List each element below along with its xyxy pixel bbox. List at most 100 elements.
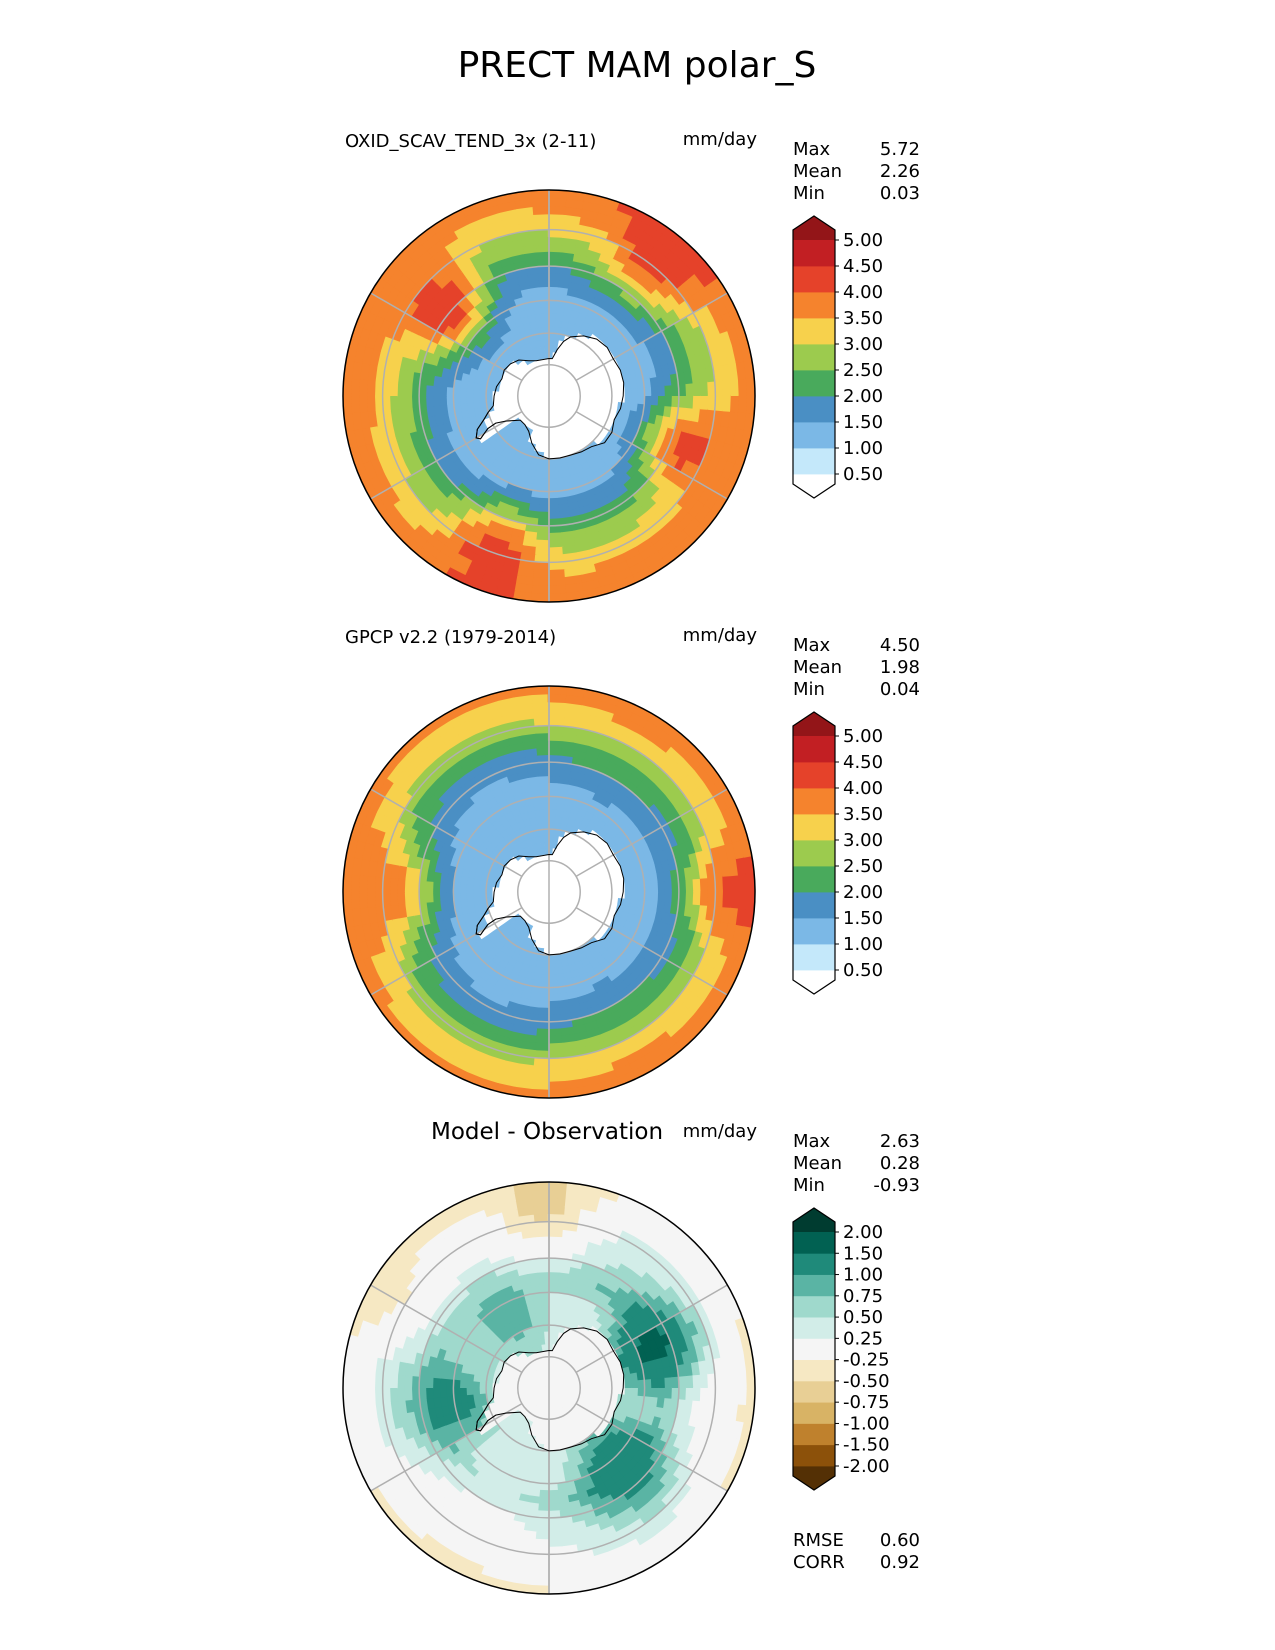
- colorbar-segment: [793, 422, 835, 449]
- stat-value: 2.26: [880, 161, 920, 182]
- panel-title: GPCP v2.2 (1979-2014): [345, 627, 556, 648]
- colorbar-segment: [793, 1423, 835, 1446]
- colorbar-extend-min: [793, 970, 835, 994]
- colorbar-segment: [793, 1295, 835, 1318]
- colorbar-segment: [793, 944, 835, 971]
- stat-label: Max: [793, 635, 831, 656]
- stat-value: 0.04: [880, 679, 920, 700]
- colorbar-segment: [793, 788, 835, 815]
- colorbar-segment: [793, 1317, 835, 1339]
- panel-title: Model - Observation: [431, 1119, 663, 1145]
- colorbar-tick-label: 1.50: [843, 1243, 883, 1264]
- stat-label: Mean: [793, 657, 842, 678]
- colorbar-tick-label: 2.00: [843, 1222, 883, 1243]
- stat-value: 4.50: [880, 635, 920, 656]
- colorbar-segment: [793, 1232, 835, 1254]
- colorbar-segment: [793, 266, 835, 293]
- colorbar-tick-label: 1.00: [843, 1265, 883, 1286]
- stat-label: Min: [793, 183, 825, 204]
- stat-label: Mean: [793, 161, 842, 182]
- colorbar-tick-label: 3.00: [843, 334, 883, 355]
- colorbar-segment: [793, 1274, 835, 1297]
- stat-value: 5.72: [880, 139, 920, 160]
- map-field: [343, 190, 755, 602]
- colorbar-segment: [793, 1444, 835, 1467]
- colorbar-segment: [793, 866, 835, 893]
- colorbar-outline: [792, 1207, 836, 1491]
- colorbar-tick-label: 1.00: [843, 438, 883, 459]
- colorbar-segment: [793, 370, 835, 397]
- map-border: [342, 189, 756, 603]
- peninsula-coastline: [475, 1404, 497, 1432]
- colorbar-extend-max: [793, 216, 835, 240]
- map-border: [342, 685, 756, 1099]
- figure-title: PRECT MAM polar_S: [458, 45, 817, 86]
- colorbar-tick-label: 0.25: [843, 1328, 883, 1349]
- colorbar-segment: [793, 396, 835, 423]
- stat-value: 2.63: [880, 1131, 920, 1152]
- colorbar-segment: [793, 840, 835, 867]
- colorbar-tick-label: 0.50: [843, 464, 883, 485]
- stats-block: Max 4.50 Mean 1.98 Min 0.04: [793, 635, 920, 700]
- colorbar-tick-label: 0.50: [843, 1307, 883, 1328]
- stat-value: 0.60: [880, 1530, 920, 1551]
- map-panel-3: Model - Observation mm/day Max 2.63 Mean 0.28…: [342, 1119, 920, 1595]
- stat-value: -0.93: [873, 1175, 920, 1196]
- colorbar-segment: [793, 762, 835, 789]
- colorbar-tick-label: 4.50: [843, 256, 883, 277]
- colorbar: 0.50 1.00 1.50 2.00 2.50 3.00 3.50 4.00 4.50 5.00: [792, 215, 883, 499]
- colorbar-extend-max: [793, 712, 835, 736]
- colorbar-tick-label: 2.00: [843, 386, 883, 407]
- colorbar-segment: [793, 292, 835, 319]
- peninsula-coastline: [475, 908, 497, 936]
- stat-label: RMSE: [793, 1530, 844, 1551]
- stat-label: Min: [793, 679, 825, 700]
- colorbar-extend-max: [793, 1208, 835, 1232]
- colorbar: 0.50 1.00 1.50 2.00 2.50 3.00 3.50 4.00 4.50 5.00: [792, 711, 883, 995]
- colorbar-tick-label: -1.00: [843, 1413, 890, 1434]
- panel-units: mm/day: [683, 625, 758, 646]
- colorbar-tick-label: 5.00: [843, 726, 883, 747]
- antarctica-coastline: [475, 831, 625, 956]
- colorbar-segment: [793, 1253, 835, 1275]
- peninsula-coastline: [475, 412, 497, 440]
- map-field: [343, 686, 755, 1098]
- colorbar-segment: [793, 814, 835, 841]
- antarctica-coastline: [475, 335, 625, 460]
- colorbar-tick-label: 1.50: [843, 908, 883, 929]
- stat-label: Max: [793, 139, 831, 160]
- map-panel-1: OXID_SCAV_TEND_3x (2-11) mm/day Max 5.72 Mea…: [342, 129, 920, 603]
- panel-units: mm/day: [683, 1121, 758, 1142]
- colorbar-segment: [793, 892, 835, 919]
- panels: OXID_SCAV_TEND_3x (2-11) mm/day Max 5.72 Mea…: [342, 129, 920, 1595]
- colorbar-tick-label: -0.25: [843, 1350, 890, 1371]
- stat-value: 1.98: [880, 657, 920, 678]
- colorbar-tick-label: 2.50: [843, 360, 883, 381]
- colorbar-tick-label: 3.50: [843, 308, 883, 329]
- stats-block: Max 5.72 Mean 2.26 Min 0.03: [793, 139, 920, 204]
- map-panel-2: GPCP v2.2 (1979-2014) mm/day Max 4.50 Mean 1.…: [342, 625, 920, 1099]
- colorbar-segment: [793, 918, 835, 945]
- colorbar-segment: [793, 318, 835, 345]
- stat-label: Mean: [793, 1153, 842, 1174]
- colorbar-segment: [793, 1359, 835, 1382]
- colorbar-segment: [793, 344, 835, 371]
- colorbar-segment: [793, 448, 835, 475]
- stat-label: CORR: [793, 1552, 845, 1573]
- colorbar-tick-label: 0.75: [843, 1286, 883, 1307]
- colorbar-tick-label: 0.50: [843, 960, 883, 981]
- colorbar-extend-min: [793, 474, 835, 498]
- colorbar-tick-label: 2.00: [843, 882, 883, 903]
- stat-value: 0.92: [880, 1552, 920, 1573]
- colorbar-tick-label: 2.50: [843, 856, 883, 877]
- colorbar-tick-label: 4.00: [843, 778, 883, 799]
- colorbar-tick-label: 1.00: [843, 934, 883, 955]
- colorbar-tick-label: 4.00: [843, 282, 883, 303]
- colorbar-extend-min: [793, 1466, 835, 1490]
- graticule: [370, 686, 728, 1098]
- colorbar-segment: [793, 1338, 835, 1361]
- colorbar-tick-label: -1.50: [843, 1435, 890, 1456]
- colorbar-tick-label: 5.00: [843, 230, 883, 251]
- colorbar-segment: [793, 1402, 835, 1424]
- colorbar-outline: [792, 711, 836, 995]
